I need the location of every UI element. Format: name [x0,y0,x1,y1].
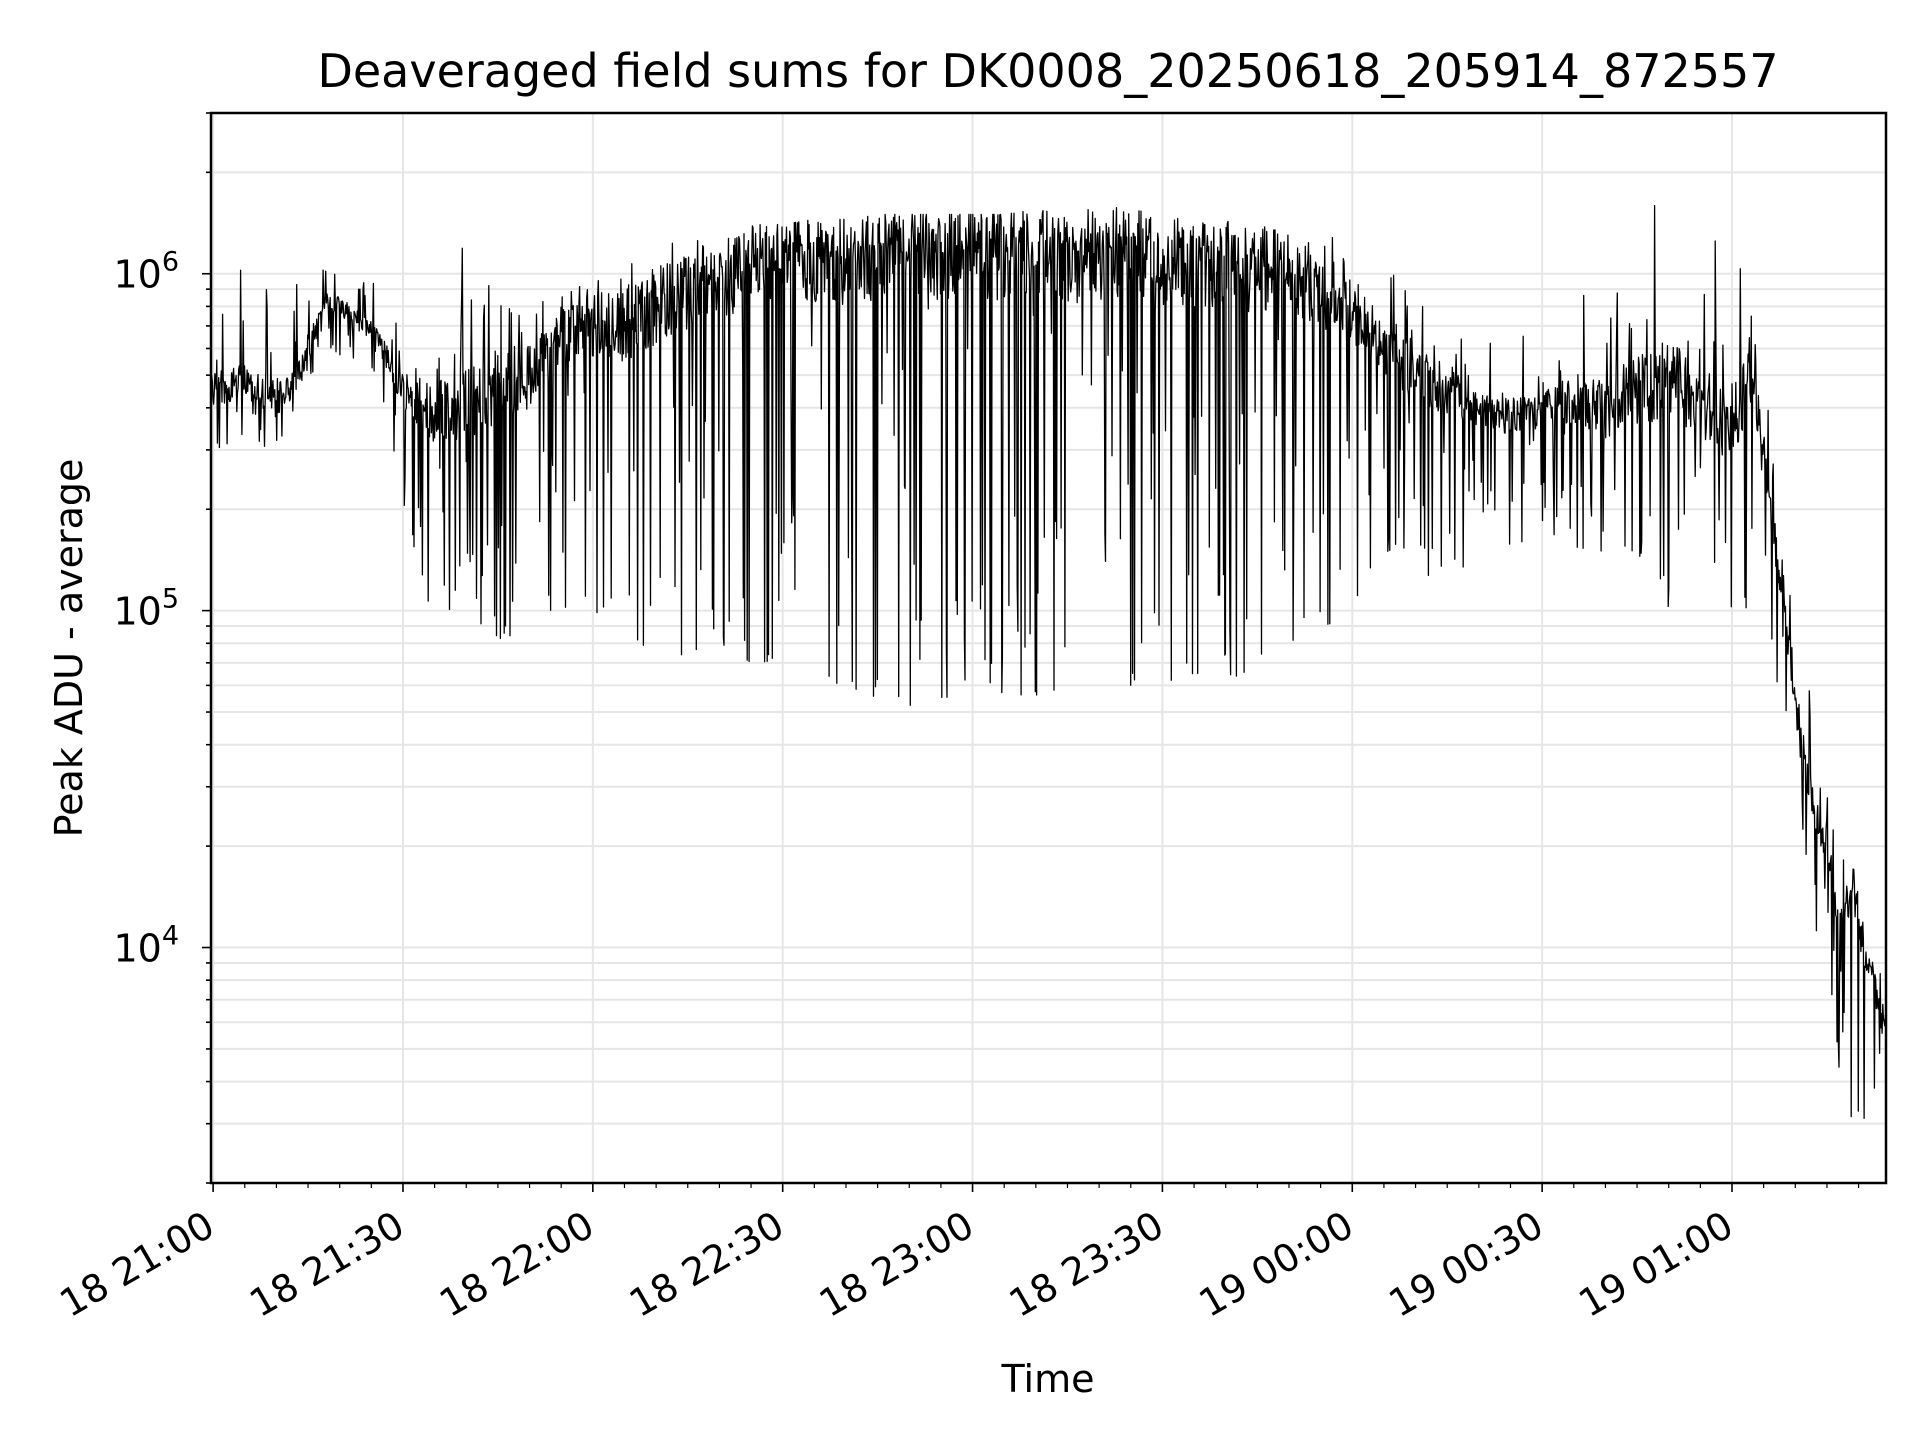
plot-area [210,205,1887,1120]
chart-title: Deaveraged field sums for DK0008_2025061… [317,44,1778,98]
y-tick-label: 104 [113,921,179,971]
axes-frame [209,111,1888,1185]
data-series-line [210,205,1887,1120]
x-axis-label: Time [1001,1357,1095,1401]
grid [211,112,1886,1184]
y-axis-label: Peak ADU - average [47,459,91,838]
y-tick-label: 106 [113,247,179,297]
y-axis: 104 105 106 [113,112,211,1184]
y-tick-label: 105 [113,584,179,634]
